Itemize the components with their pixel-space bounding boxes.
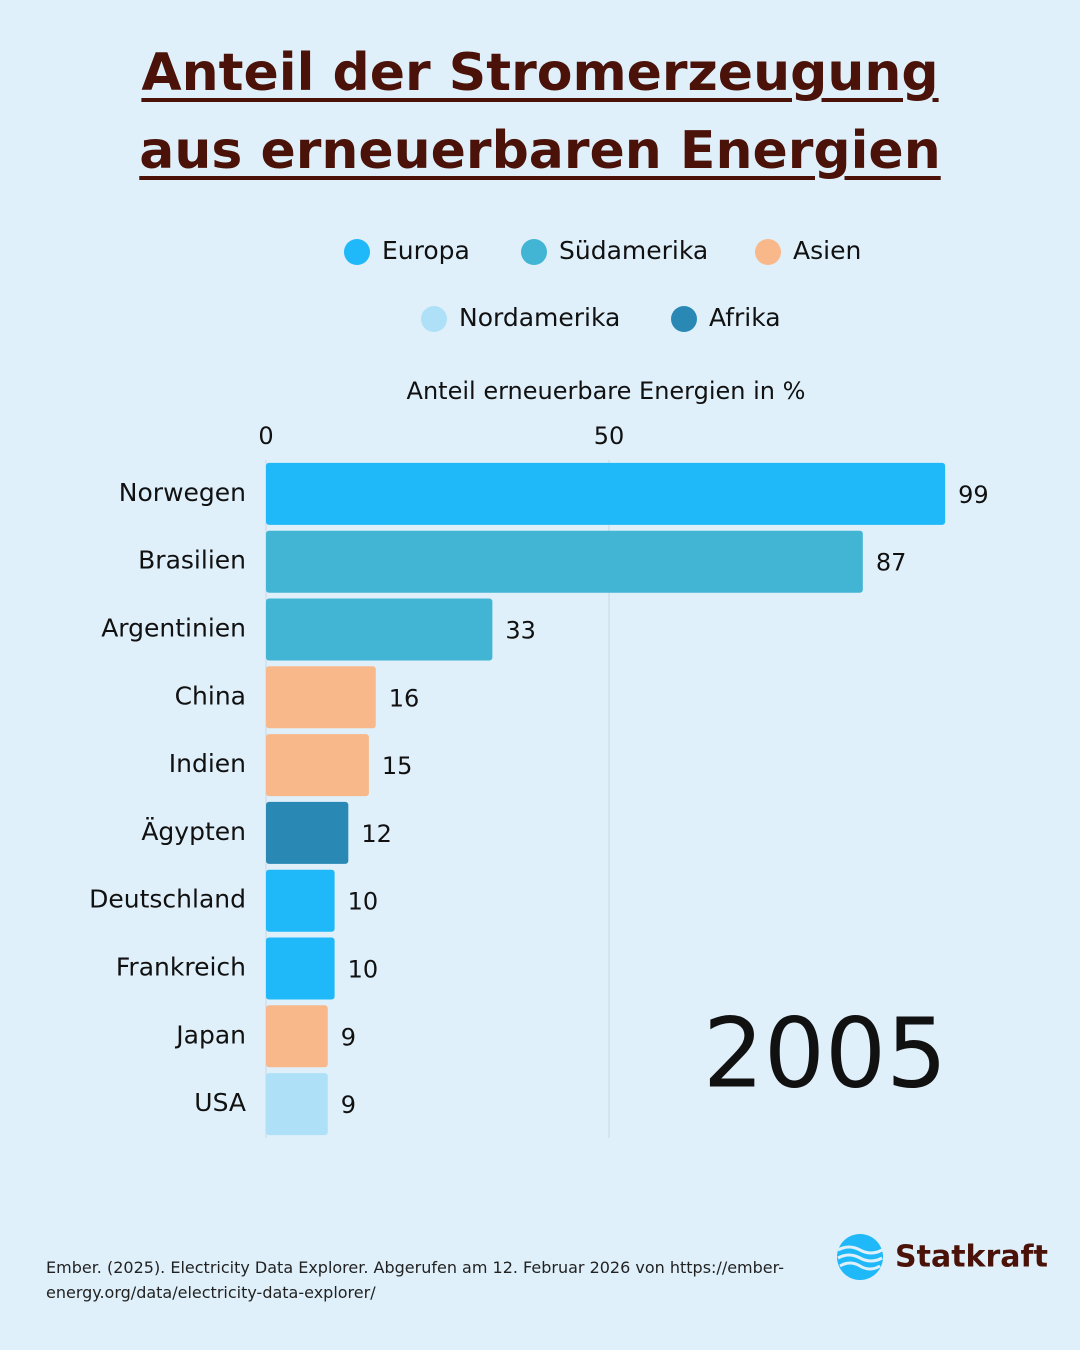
y-tick-label: Japan	[174, 1020, 246, 1049]
bar	[266, 462, 946, 525]
value-label: 87	[876, 549, 907, 577]
value-label: 9	[341, 1023, 356, 1051]
legend-label: Südamerika	[559, 236, 708, 265]
bar	[266, 1005, 328, 1068]
logo	[837, 1234, 883, 1280]
y-tick-label: Ägypten	[141, 817, 246, 846]
legend-label: Nordamerika	[459, 303, 620, 332]
bar	[266, 869, 335, 932]
year-annotation: 2005	[703, 997, 947, 1109]
x-tick-label: 50	[594, 422, 625, 450]
logo-text: Statkraft	[895, 1240, 1048, 1275]
legend-marker	[421, 306, 447, 332]
y-tick-label: Brasilien	[138, 546, 246, 575]
x-tick-label: 0	[258, 422, 273, 450]
value-label: 12	[361, 820, 392, 848]
logo-waves	[837, 1245, 883, 1271]
y-tick-label: Norwegen	[119, 478, 246, 507]
legend-marker	[344, 239, 370, 265]
legend-label: Afrika	[709, 303, 781, 332]
bar	[266, 937, 335, 1000]
bar	[266, 598, 493, 661]
value-label: 15	[382, 752, 413, 780]
value-label: 16	[389, 684, 420, 712]
value-label: 10	[348, 888, 379, 916]
y-tick-label: Deutschland	[89, 885, 246, 914]
legend-label: Europa	[382, 236, 470, 265]
y-tick-label: Indien	[169, 749, 246, 778]
value-label: 10	[348, 956, 379, 984]
chart-title: Anteil der Stromerzeugung aus erneuerbar…	[139, 43, 941, 181]
y-tick-label: China	[175, 681, 246, 710]
value-label: 9	[341, 1091, 356, 1119]
x-axis-label: Anteil erneuerbare Energien in %	[407, 377, 806, 405]
source-note: Ember. (2025). Electricity Data Explorer…	[46, 1258, 784, 1302]
bar	[266, 801, 349, 864]
bar	[266, 1073, 328, 1136]
y-tick-label: Frankreich	[116, 953, 246, 982]
legend-marker	[755, 239, 781, 265]
bar	[266, 666, 376, 729]
legend-marker	[671, 306, 697, 332]
value-label: 99	[958, 481, 989, 509]
legend-marker	[521, 239, 547, 265]
legend-label: Asien	[793, 236, 861, 265]
bar	[266, 734, 369, 797]
y-tick-label: Argentinien	[101, 614, 246, 643]
y-tick-label: USA	[194, 1088, 246, 1117]
value-label: 33	[505, 617, 536, 645]
bar	[266, 530, 863, 593]
